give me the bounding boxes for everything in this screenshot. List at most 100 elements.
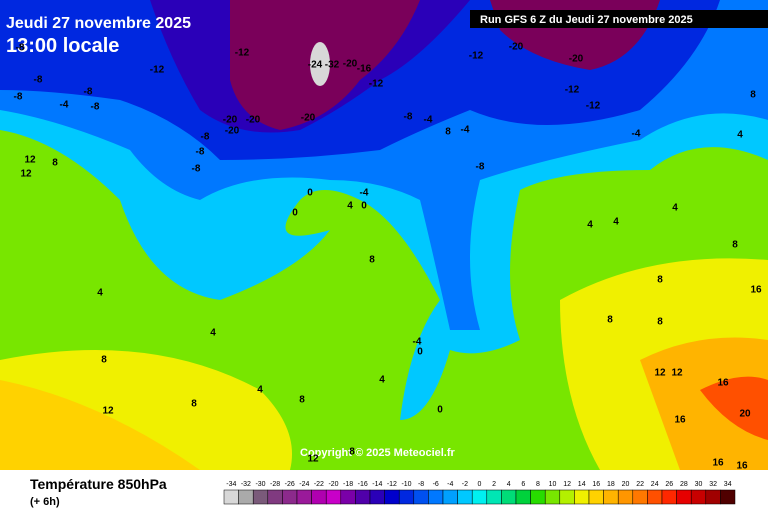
contour-label: -20 — [246, 115, 261, 126]
contour-label: 12 — [102, 406, 114, 417]
legend-label: -16 — [358, 481, 368, 488]
contour-label: -20 — [569, 54, 584, 65]
contour-label: 12 — [671, 368, 683, 379]
legend-swatch — [442, 489, 458, 505]
legend-label: -32 — [241, 481, 251, 488]
legend-label: 26 — [665, 481, 673, 488]
contour-label: -12 — [565, 85, 580, 96]
contour-label: 8 — [657, 275, 663, 286]
legend-swatch — [398, 489, 415, 505]
legend-label: -2 — [462, 481, 468, 488]
contour-label: -8 — [192, 164, 201, 175]
legend-swatch — [486, 489, 502, 505]
contour-label: -8 — [404, 112, 413, 123]
cold-core — [310, 42, 330, 86]
contour-label: 16 — [736, 461, 748, 472]
contour-label: -24 — [308, 60, 323, 71]
contour-label: 8 — [101, 355, 107, 366]
legend-swatch — [471, 489, 488, 505]
contour-label: 0 — [417, 347, 423, 358]
contour-label: 4 — [97, 288, 103, 299]
legend-label: 10 — [549, 481, 557, 488]
legend-label: -34 — [226, 481, 236, 488]
contour-label: -4 — [413, 337, 422, 348]
contour-label: 8 — [349, 447, 355, 458]
contour-label: -20 — [225, 126, 240, 137]
contour-label: -8 — [34, 75, 43, 86]
contour-label: -20 — [301, 113, 316, 124]
legend-swatch — [676, 489, 692, 505]
contour-label: 8 — [369, 255, 375, 266]
legend-label: -20 — [328, 481, 338, 488]
contour-label: -8 — [14, 92, 23, 103]
legend-swatch — [530, 489, 546, 505]
legend-swatch — [223, 489, 239, 505]
legend-label: 8 — [536, 481, 540, 488]
legend-swatch — [515, 489, 531, 505]
contour-label: -4 — [632, 129, 641, 140]
contour-label: -4 — [461, 125, 470, 136]
legend-label: 24 — [651, 481, 659, 488]
contour-label: 12 — [654, 368, 666, 379]
legend-label: -14 — [372, 481, 382, 488]
contour-label: 12 — [307, 454, 319, 465]
contour-label: -8 — [201, 132, 210, 143]
contour-label: 0 — [292, 208, 298, 219]
legend-swatch — [413, 489, 429, 505]
legend-swatch — [690, 489, 707, 505]
legend-label: -10 — [401, 481, 411, 488]
legend-label: 0 — [478, 481, 482, 488]
legend-swatch — [428, 489, 444, 505]
legend-label: 32 — [709, 481, 717, 488]
contour-label: 16 — [712, 458, 724, 469]
contour-label: 12 — [24, 155, 36, 166]
contour-label: 4 — [379, 375, 385, 386]
contour-label: 16 — [750, 285, 762, 296]
contour-label: -8 — [196, 147, 205, 158]
legend-label: 16 — [592, 481, 600, 488]
legend-swatch — [282, 489, 298, 505]
contour-label: -12 — [369, 79, 384, 90]
contour-label: -8 — [16, 43, 25, 54]
legend-swatch — [705, 489, 721, 505]
legend-swatch — [647, 489, 663, 505]
contour-label: -4 — [60, 100, 69, 111]
legend-label: 2 — [492, 481, 496, 488]
contour-label: 0 — [437, 405, 443, 416]
contour-label: -20 — [343, 59, 358, 70]
contour-label: 4 — [347, 201, 353, 212]
legend-label: -24 — [299, 481, 309, 488]
legend-label: 14 — [578, 481, 586, 488]
legend-swatch — [369, 489, 385, 505]
legend-swatch — [384, 489, 400, 505]
legend-swatch — [661, 489, 677, 505]
contour-label: -16 — [357, 64, 372, 75]
legend-label: -4 — [447, 481, 453, 488]
legend-label: -30 — [255, 481, 265, 488]
legend-label: 12 — [563, 481, 571, 488]
contour-label: 12 — [20, 169, 32, 180]
contour-label: 20 — [739, 409, 751, 420]
contour-label: -20 — [509, 42, 524, 53]
legend-swatch — [617, 489, 634, 505]
warm-zone — [700, 376, 768, 440]
legend-swatch — [632, 489, 648, 505]
contour-label: 8 — [732, 240, 738, 251]
legend-label: 6 — [521, 481, 525, 488]
contour-label: 4 — [613, 217, 619, 228]
contour-label: 8 — [445, 127, 451, 138]
legend-swatch — [267, 489, 283, 505]
legend-swatch — [311, 489, 327, 505]
legend-label: 4 — [507, 481, 511, 488]
legend-label: 34 — [724, 481, 732, 488]
contour-label: -20 — [223, 115, 238, 126]
copyright: Copyright © 2025 Meteociel.fr — [300, 447, 456, 459]
contour-label: -12 — [469, 51, 484, 62]
legend-label: -12 — [387, 481, 397, 488]
contour-label: -8 — [84, 87, 93, 98]
legend-label: 18 — [607, 481, 615, 488]
contour-label: 0 — [361, 201, 367, 212]
legend-swatch — [252, 489, 269, 505]
contour-label: 4 — [210, 328, 216, 339]
